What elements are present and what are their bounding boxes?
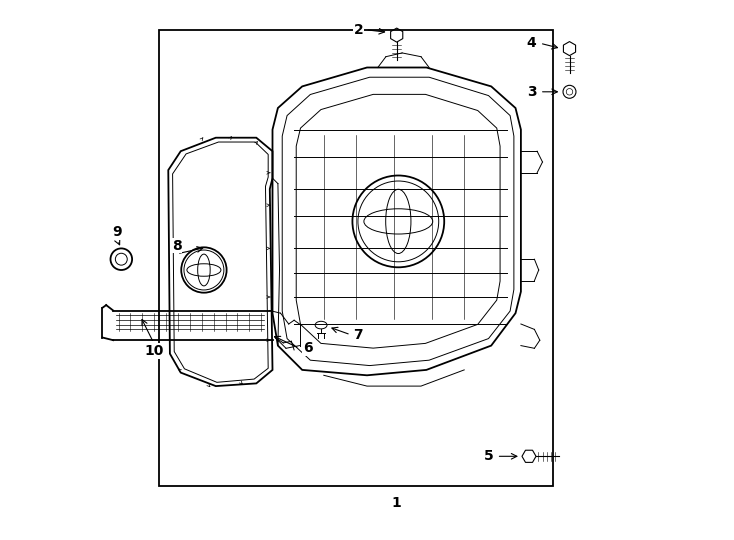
Text: 2: 2 [354,23,363,37]
Text: 5: 5 [484,449,493,463]
Bar [159,30,553,486]
Text: 1: 1 [392,496,401,510]
Text: 3: 3 [527,85,537,99]
Text: 10: 10 [144,344,164,358]
Text: 8: 8 [172,239,182,253]
Text: 7: 7 [354,328,363,342]
Text: 9: 9 [113,225,123,239]
Text: 4: 4 [527,36,537,50]
Text: 6: 6 [303,341,313,355]
